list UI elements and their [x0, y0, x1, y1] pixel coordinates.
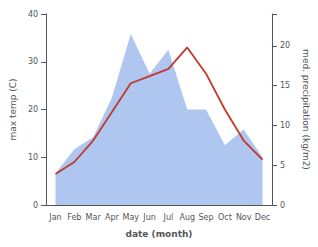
svg-text:Aug: Aug	[179, 213, 195, 222]
svg-text:Jan: Jan	[48, 213, 61, 222]
svg-text:0: 0	[280, 201, 285, 210]
svg-text:Mar: Mar	[86, 213, 102, 222]
svg-text:date (month): date (month)	[126, 229, 193, 239]
svg-text:10: 10	[28, 153, 38, 162]
svg-text:max temp (C): max temp (C)	[8, 78, 18, 140]
svg-text:Nov: Nov	[236, 213, 252, 222]
svg-text:15: 15	[280, 81, 290, 90]
svg-text:Jun: Jun	[142, 213, 156, 222]
svg-text:20: 20	[280, 41, 290, 50]
svg-text:Oct: Oct	[218, 213, 232, 222]
svg-text:30: 30	[28, 57, 38, 66]
svg-text:40: 40	[28, 10, 38, 19]
svg-text:Apr: Apr	[105, 213, 120, 222]
svg-text:10: 10	[280, 121, 290, 130]
svg-text:May: May	[122, 213, 139, 222]
svg-text:0: 0	[33, 201, 38, 210]
svg-text:Sep: Sep	[199, 213, 214, 222]
svg-text:Feb: Feb	[67, 213, 81, 222]
svg-text:med. precipitation (kg/m2): med. precipitation (kg/m2)	[301, 49, 311, 170]
svg-text:Jul: Jul	[163, 213, 174, 222]
svg-text:5: 5	[280, 161, 285, 170]
svg-text:20: 20	[28, 105, 38, 114]
svg-text:Dec: Dec	[255, 213, 270, 222]
